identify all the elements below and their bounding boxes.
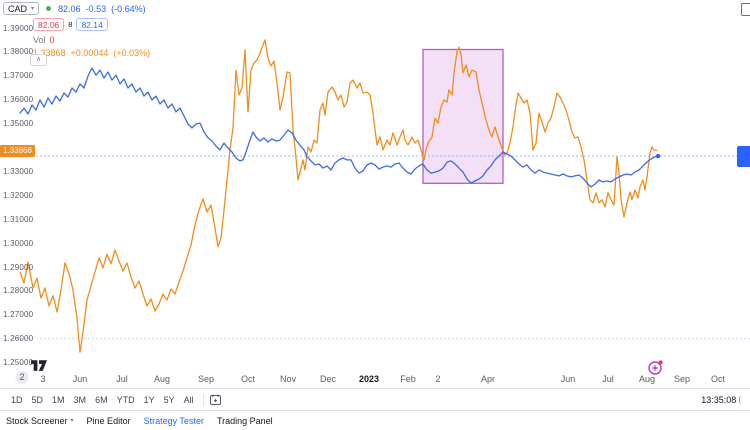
tab-label: Strategy Tester	[143, 415, 204, 426]
symbol-selector[interactable]: CAD ▾	[3, 2, 40, 15]
clock-time: 13:35:08	[701, 394, 737, 405]
price-change-pct: (-0.64%)	[111, 3, 146, 14]
overlay-price: 1.33868	[33, 48, 66, 58]
tab-trading-panel[interactable]: Trading Panel	[217, 416, 273, 426]
clock[interactable]: 13:35:08 (	[701, 395, 741, 405]
time-axis-label: 2	[435, 374, 441, 384]
volume-label: Vol	[33, 35, 46, 45]
overlay-price-tag: 1.33868	[0, 144, 35, 157]
tab-label: Trading Panel	[216, 415, 273, 426]
volume-row: Vol 0	[33, 35, 150, 45]
quote-values: 82.06 -0.53 (-0.64%)	[58, 4, 146, 14]
replay-sync-icon[interactable]	[647, 359, 664, 381]
trade-buttons-row: 82.06 8 82.14	[33, 18, 150, 31]
volume-value: 0	[49, 35, 55, 45]
time-axis-label: Aug	[638, 374, 656, 384]
time-axis-label: Sep	[197, 374, 215, 384]
toolbar-divider	[202, 393, 204, 406]
tab-label: Pine Editor	[86, 415, 131, 426]
right-scale-price-label	[737, 146, 750, 167]
tab-strategy-tester[interactable]: Strategy Tester	[144, 416, 204, 426]
tab-stock-screener[interactable]: Stock Screener ▾	[6, 416, 74, 426]
overlay-legend-row: 1.33868 +0.00044 (+0.03%)	[33, 48, 150, 58]
tab-pine-editor[interactable]: Pine Editor	[87, 416, 131, 426]
range-1m[interactable]: 1M	[52, 394, 65, 405]
range-all[interactable]: All	[183, 394, 194, 405]
market-status-icon	[46, 6, 52, 11]
time-axis-label: 2	[15, 371, 29, 384]
time-axis-label: Jun	[72, 374, 88, 384]
range-3m[interactable]: 3M	[73, 394, 87, 405]
range-6m[interactable]: 6M	[95, 394, 108, 405]
time-axis-label: Jul	[116, 374, 128, 384]
last-price: 82.06	[58, 3, 81, 14]
time-axis-label: Nov	[279, 374, 297, 384]
range-1y[interactable]: 1Y	[143, 394, 155, 405]
time-axis-label: Aug	[153, 374, 171, 384]
time-axis[interactable]: 2 3 Jun Jul Aug Sep Oct Nov Dec 2023 Feb 2 Apr Jun Jul…	[0, 370, 750, 388]
time-axis-label: Feb	[400, 374, 416, 384]
time-axis-label: Jul	[602, 374, 614, 384]
sell-button[interactable]: 82.06	[33, 18, 65, 31]
legend: CAD ▾ 82.06 -0.53 (-0.64%) 82.06 8 82.14…	[3, 2, 150, 58]
buy-button[interactable]: 82.14	[76, 18, 108, 31]
time-axis-label: Jun	[560, 374, 576, 384]
price-chart-plot[interactable]	[0, 0, 750, 372]
calendar-icon	[209, 394, 221, 405]
time-axis-label: Oct	[240, 374, 256, 384]
range-5y[interactable]: 5Y	[163, 394, 175, 405]
overlay-change-pct: (+0.03%)	[113, 48, 151, 58]
chevron-down-icon: ▾	[31, 6, 35, 12]
time-axis-label: Oct	[710, 374, 726, 384]
chevron-down-icon: ▾	[70, 418, 74, 424]
overlay-change: +0.00044	[70, 48, 109, 58]
bottom-toolbar: 1D 5D 1M 3M 6M YTD 1Y 5Y All 13:35:08 (	[0, 388, 750, 411]
symbol-name: CAD	[8, 3, 28, 14]
collapse-legend-button[interactable]: ∧	[30, 54, 47, 66]
go-to-date-button[interactable]	[209, 394, 221, 405]
time-axis-label: Apr	[480, 374, 496, 384]
time-axis-label: Dec	[319, 374, 337, 384]
spread-value: 8	[68, 20, 73, 29]
time-axis-label: Sep	[673, 374, 691, 384]
blue-series-end-dot	[655, 153, 661, 159]
range-1d[interactable]: 1D	[11, 394, 23, 405]
range-ytd[interactable]: YTD	[116, 394, 135, 405]
time-axis-label: 2023	[358, 374, 380, 384]
tab-label: Stock Screener	[6, 415, 68, 426]
series-orange-overlay	[19, 39, 658, 353]
price-change: -0.53	[85, 3, 107, 14]
sell-price-marker-cutoff	[741, 3, 750, 16]
bottom-tabs: Stock Screener ▾ Pine Editor Strategy Teste…	[0, 411, 750, 430]
series-blue-futures	[19, 67, 659, 188]
clock-timezone-cutoff: (	[738, 395, 741, 404]
range-buttons: 1D 5D 1M 3M 6M YTD 1Y 5Y All	[9, 394, 201, 406]
tradingview-logo[interactable]	[31, 359, 48, 377]
time-axis-label: 3	[40, 374, 46, 384]
range-5d[interactable]: 5D	[31, 394, 44, 405]
legend-main-row: CAD ▾ 82.06 -0.53 (-0.64%)	[3, 2, 150, 15]
